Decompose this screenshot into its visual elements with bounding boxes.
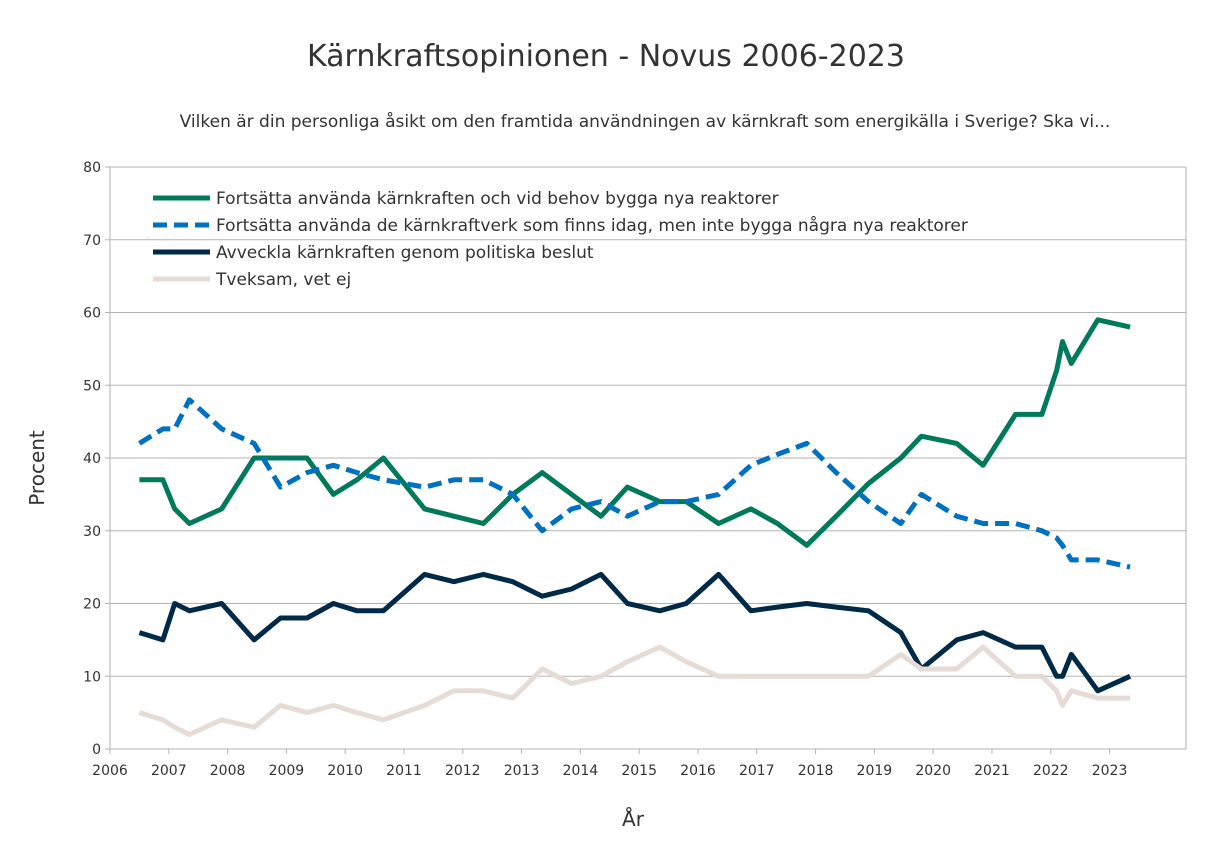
x-tick-label: 2022 — [1033, 763, 1069, 779]
series-lines — [138, 317, 1132, 737]
y-axis-ticks: 0 10 20 30 40 50 60 70 80 — [83, 160, 110, 758]
y-tick-label: 70 — [83, 233, 101, 249]
x-tick-label: 2019 — [857, 763, 893, 779]
x-tick-label: 2016 — [680, 763, 716, 779]
series-line-1 — [139, 317, 1131, 548]
series-line-2 — [138, 397, 1131, 570]
x-tick-label: 2006 — [92, 763, 128, 779]
legend-label-2: Fortsätta använda de kärnkraftverk som f… — [216, 215, 968, 236]
y-tick-label: 20 — [83, 597, 101, 613]
x-tick-label: 2015 — [621, 763, 657, 779]
x-tick-label: 2011 — [386, 763, 422, 779]
chart-subtitle: Vilken är din personliga åsikt om den fr… — [180, 111, 1111, 132]
series-line-3 — [138, 571, 1132, 694]
legend: Fortsätta använda kärnkraften och vid be… — [153, 189, 968, 290]
x-tick-label: 2009 — [269, 763, 305, 779]
chart-title: Kärnkraftsopinionen - Novus 2006-2023 — [307, 39, 905, 74]
y-tick-label: 60 — [83, 306, 101, 322]
x-tick-label: 2013 — [504, 763, 540, 779]
y-tick-label: 10 — [83, 669, 101, 685]
y-tick-label: 80 — [83, 160, 101, 176]
x-tick-label: 2018 — [798, 763, 834, 779]
y-axis-title: Procent — [25, 430, 49, 506]
x-tick-label: 2020 — [915, 763, 951, 779]
y-tick-label: 30 — [83, 524, 101, 540]
x-axis-title: År — [622, 807, 645, 831]
x-tick-label: 2008 — [210, 763, 246, 779]
x-tick-label: 2023 — [1092, 763, 1128, 779]
y-tick-label: 0 — [92, 742, 101, 758]
series-line-4 — [138, 644, 1131, 737]
y-tick-label: 50 — [83, 378, 101, 394]
x-tick-label: 2010 — [327, 763, 363, 779]
x-tick-label: 2007 — [151, 763, 187, 779]
legend-label-4: Tveksam, vet ej — [215, 270, 351, 290]
x-axis-ticks: 2006 2007 2008 2009 2010 2011 2012 2013 2014 2015… — [92, 749, 1127, 779]
x-tick-label: 2017 — [739, 763, 775, 779]
x-tick-label: 2021 — [974, 763, 1010, 779]
legend-label-1: Fortsätta använda kärnkraften och vid be… — [216, 189, 779, 209]
legend-label-3: Avveckla kärnkraften genom politiska bes… — [216, 243, 594, 263]
y-tick-label: 40 — [83, 451, 101, 467]
x-tick-label: 2012 — [445, 763, 481, 779]
x-tick-label: 2014 — [563, 763, 599, 779]
